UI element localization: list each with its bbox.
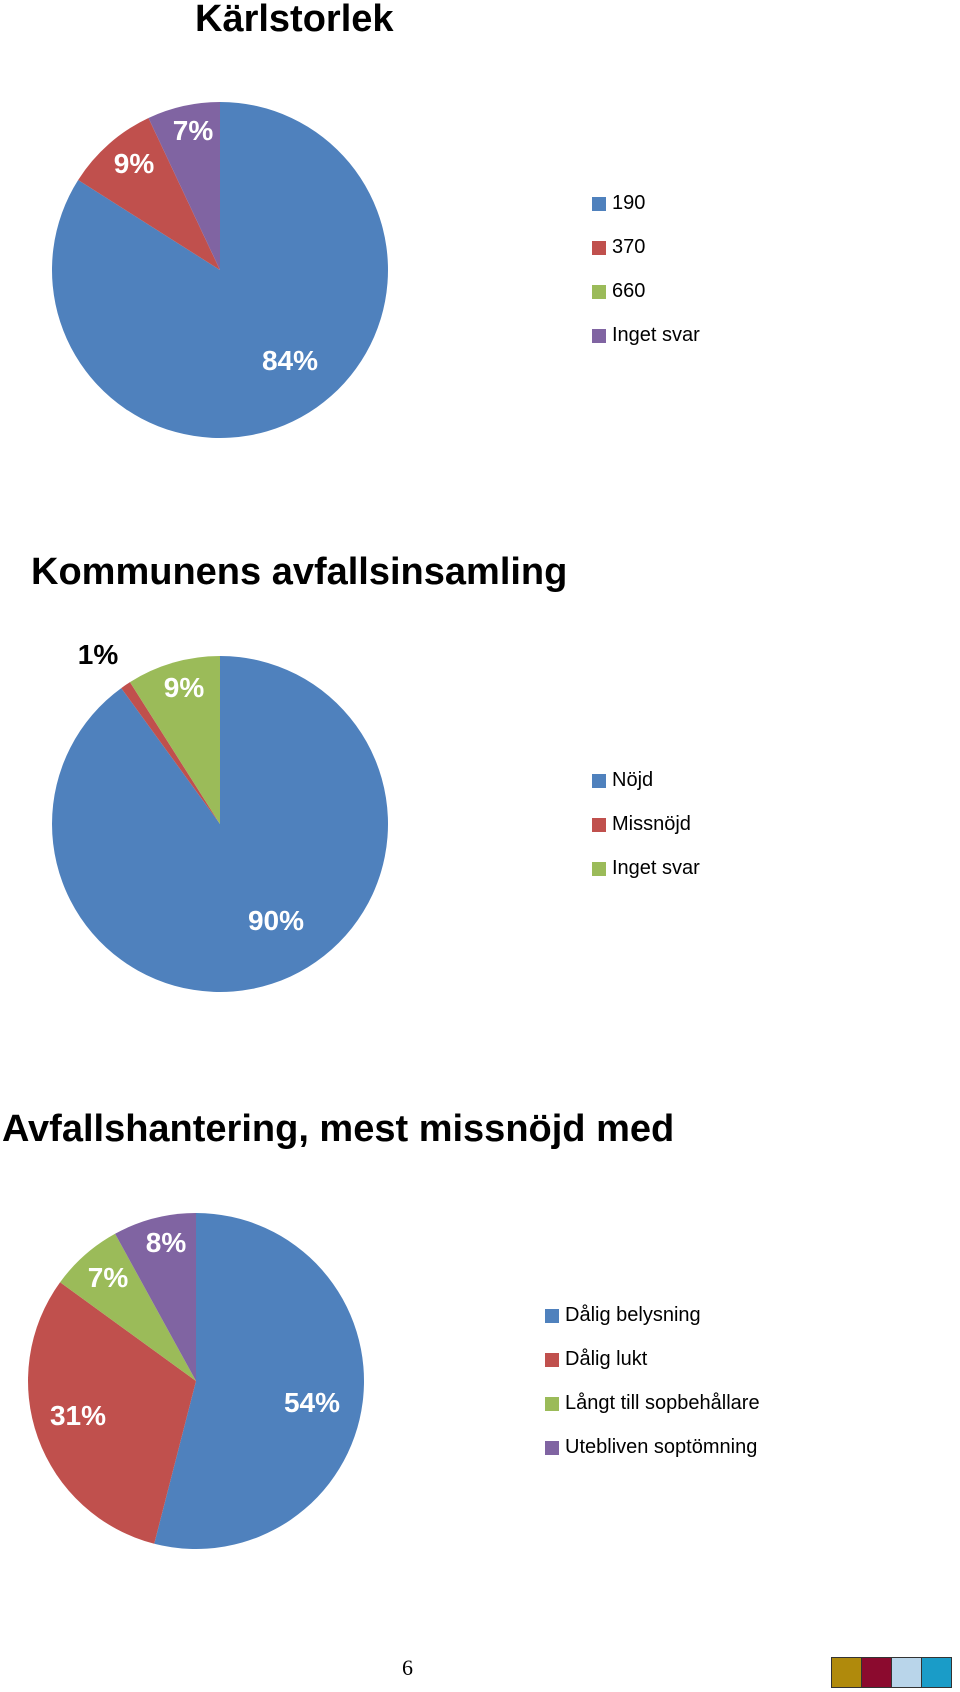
chart-title-3: Avfallshantering, mest missnöjd med bbox=[2, 1108, 675, 1150]
legend-3: Dålig belysning Dålig lukt Långt till sopb… bbox=[545, 1305, 760, 1481]
legend-label: 190 bbox=[612, 192, 646, 214]
pie-slice-1-4 bbox=[148, 102, 220, 270]
pie-slice-3-2 bbox=[28, 1282, 196, 1544]
pie-slice-3-3 bbox=[60, 1233, 197, 1381]
data-label-3-1: 54% bbox=[284, 1387, 340, 1418]
legend-swatch bbox=[545, 1353, 559, 1367]
legend-item: 370 bbox=[592, 237, 700, 281]
data-label-1-2: 9% bbox=[114, 148, 155, 179]
pie-slice-2-2 bbox=[121, 682, 220, 824]
legend-item: Dålig lukt bbox=[545, 1349, 760, 1393]
color-bar bbox=[831, 1657, 952, 1688]
pie-slice-2-1 bbox=[52, 656, 389, 992]
legend-swatch bbox=[545, 1397, 559, 1411]
legend-label: Inget svar bbox=[612, 857, 700, 879]
legend-swatch bbox=[592, 329, 606, 343]
color-block-2 bbox=[862, 1658, 892, 1687]
legend-item: Dålig belysning bbox=[545, 1305, 760, 1349]
chart-title-1: Kärlstorlek bbox=[195, 0, 394, 40]
legend-label: Dålig lukt bbox=[565, 1348, 648, 1370]
data-label-3-2: 31% bbox=[50, 1400, 106, 1431]
legend-item: Nöjd bbox=[592, 770, 700, 814]
legend-item: Långt till sopbehållare bbox=[545, 1393, 760, 1437]
legend-swatch bbox=[592, 285, 606, 299]
page-number: 6 bbox=[402, 1655, 413, 1680]
color-block-3 bbox=[892, 1658, 922, 1687]
pie-slice-2-3 bbox=[129, 656, 220, 824]
legend-label: Långt till sopbehållare bbox=[565, 1392, 760, 1414]
data-label-2-1: 90% bbox=[248, 905, 304, 936]
legend-item: Utebliven soptömning bbox=[545, 1437, 760, 1481]
legend-label: 660 bbox=[612, 280, 646, 302]
legend-label: 370 bbox=[612, 236, 646, 258]
legend-swatch bbox=[592, 197, 606, 211]
legend-label: Utebliven soptömning bbox=[565, 1436, 758, 1458]
pie-slice-1-1 bbox=[51, 102, 388, 439]
data-label-2-2: 1% bbox=[78, 639, 119, 670]
data-label-1-4: 7% bbox=[173, 115, 214, 146]
legend-swatch bbox=[545, 1309, 559, 1323]
color-block-4 bbox=[922, 1658, 951, 1687]
data-label-2-3: 9% bbox=[164, 672, 205, 703]
pie-chart-3: 54% 31% 7% 8% bbox=[28, 1213, 365, 1549]
legend-item: Missnöjd bbox=[592, 814, 700, 858]
legend-label: Nöjd bbox=[612, 769, 654, 791]
legend-label: Dålig belysning bbox=[565, 1304, 701, 1326]
legend-swatch bbox=[592, 862, 606, 876]
legend-label: Missnöjd bbox=[612, 813, 691, 835]
legend-label: Inget svar bbox=[612, 324, 700, 346]
pie-chart-1: 84% 9% 7% bbox=[51, 102, 388, 439]
legend-item: 190 bbox=[592, 193, 700, 237]
data-label-3-4: 8% bbox=[146, 1227, 187, 1258]
legend-1: 190 370 660 Inget svar bbox=[592, 193, 700, 369]
legend-item: Inget svar bbox=[592, 325, 700, 369]
color-block-1 bbox=[832, 1658, 862, 1687]
chart-title-2: Kommunens avfallsinsamling bbox=[31, 551, 568, 593]
legend-item: Inget svar bbox=[592, 858, 700, 902]
legend-swatch bbox=[592, 818, 606, 832]
pie-slice-3-1 bbox=[154, 1213, 365, 1549]
pie-chart-2: 90% 1% 9% bbox=[52, 639, 389, 992]
legend-swatch bbox=[592, 774, 606, 788]
legend-swatch bbox=[592, 241, 606, 255]
data-label-3-3: 7% bbox=[88, 1262, 129, 1293]
pie-slice-3-4 bbox=[115, 1213, 196, 1381]
data-label-1-1: 84% bbox=[262, 345, 318, 376]
legend-2: Nöjd Missnöjd Inget svar bbox=[592, 770, 700, 902]
legend-swatch bbox=[545, 1441, 559, 1455]
legend-item: 660 bbox=[592, 281, 700, 325]
pie-slice-1-2 bbox=[78, 117, 221, 271]
